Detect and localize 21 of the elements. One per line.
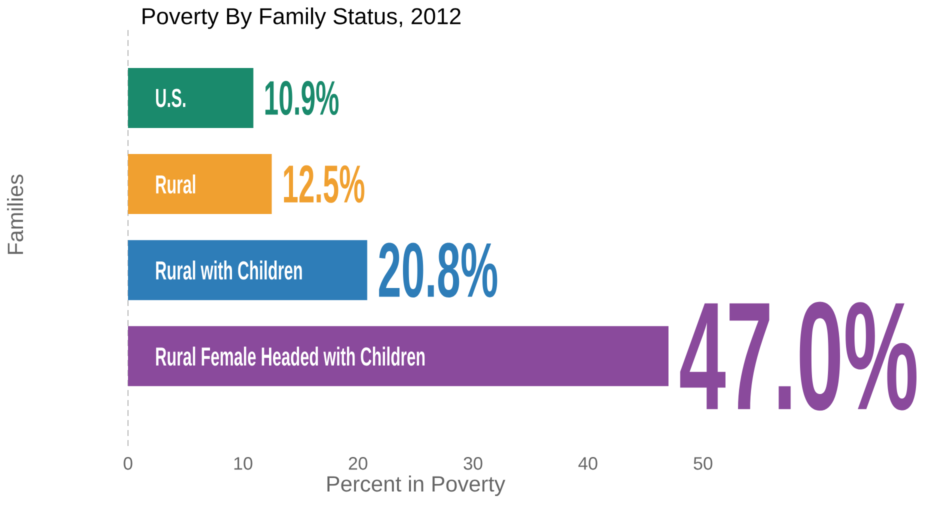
bar <box>128 68 254 128</box>
data-label: 10.9% <box>265 80 339 116</box>
bar <box>128 154 272 214</box>
y-tick-label: Rural Female Headed with Children <box>156 346 425 366</box>
data-label: 12.5% <box>284 165 364 203</box>
chart-title: Poverty By Family Status, 2012 <box>142 8 460 29</box>
bar <box>128 240 368 300</box>
y-tick-label: Rural <box>156 174 196 194</box>
data-label: 20.8% <box>379 242 498 298</box>
x-tick-label: 40 <box>578 457 598 470</box>
x-tick-label: 10 <box>234 457 252 470</box>
x-tick-label: 0 <box>124 457 132 470</box>
y-axis-title: Families <box>7 174 24 254</box>
bar <box>128 326 668 386</box>
y-tick-label: U.S. <box>156 88 186 108</box>
x-axis-title: Percent in Poverty <box>327 476 506 496</box>
y-tick-label: Rural with Children <box>156 260 302 280</box>
x-tick-label: 20 <box>348 457 368 470</box>
data-label: 47.0% <box>680 302 916 411</box>
x-tick-label: 30 <box>464 457 482 470</box>
x-tick-label: 50 <box>694 457 712 470</box>
